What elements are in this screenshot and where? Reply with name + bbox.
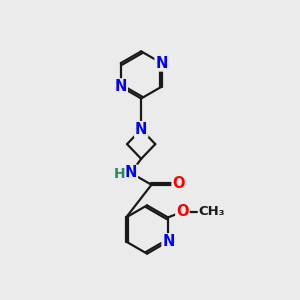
Text: H: H bbox=[114, 167, 125, 181]
Text: CH₃: CH₃ bbox=[199, 205, 225, 218]
Text: O: O bbox=[172, 176, 185, 191]
Text: N: N bbox=[135, 122, 147, 137]
Text: N: N bbox=[162, 234, 175, 249]
Text: N: N bbox=[115, 79, 127, 94]
Text: N: N bbox=[155, 56, 168, 70]
Text: O: O bbox=[176, 204, 189, 219]
Text: N: N bbox=[125, 166, 137, 181]
